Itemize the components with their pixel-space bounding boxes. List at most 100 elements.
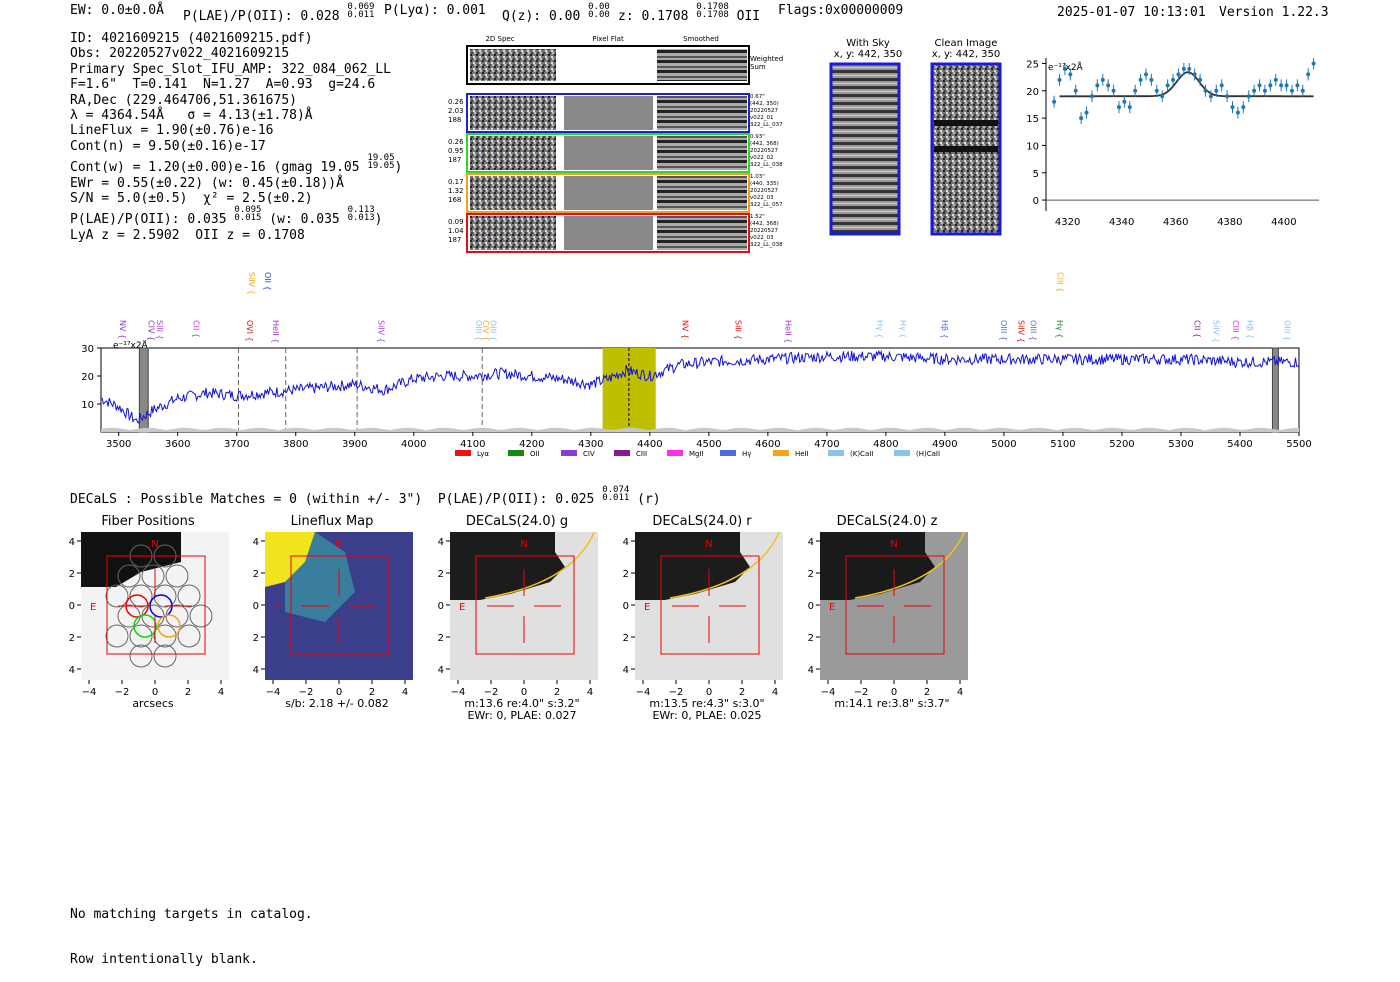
zoom-data-point [1084, 110, 1089, 115]
zoom-x-tick-label: 4320 [1055, 217, 1080, 228]
search-box [290, 555, 390, 655]
zoom-data-point [1138, 77, 1143, 82]
info-sn: S/N = 5.0(±0.5) χ² = 2.5(±0.2) [70, 191, 313, 207]
x-tick-label: −2 [115, 687, 130, 698]
zoom-data-point [1198, 77, 1203, 82]
zoom-data-point [1284, 83, 1289, 88]
y-tick-label: 0 [69, 601, 75, 612]
north-label: N [151, 539, 158, 550]
y-tick-label: 2 [69, 569, 75, 580]
zoom-fit-chart: 0 5 10 15 20 25 4320 4340 4360 4380 4400 e⁻¹⁷x2Å [1026, 58, 1319, 228]
emission-line-label: OII { [263, 272, 272, 291]
header-timestamp: 2025-01-07 10:13:01 [1057, 5, 1206, 20]
info-contn: Cont(n) = 9.50(±0.16)e-17 [70, 138, 266, 154]
zoom-data-point [1176, 72, 1181, 77]
fiber-circle [177, 624, 201, 648]
x-tick-label: 3500 [106, 439, 131, 450]
zoom-y-tick-label: 10 [1026, 141, 1039, 152]
emission-line-label: Hγ { [899, 320, 908, 338]
emission-line-label: SiII { [733, 320, 742, 340]
zoom-y-tick-label: 25 [1026, 59, 1039, 70]
panel-caption-2: EWr: 0, PLAE: 0.025 [652, 709, 762, 722]
aperture-ellipse [854, 532, 966, 599]
zoom-data-point [1192, 72, 1197, 77]
x-tick-label: 4 [587, 687, 593, 698]
error-floor [101, 427, 1299, 432]
fiber-circle [141, 564, 165, 588]
cutout-smooth-image [657, 176, 747, 210]
fiber-circle [129, 644, 153, 668]
fiber-circle [105, 624, 129, 648]
zoom-y-tick-label: 15 [1026, 114, 1039, 125]
x-tick-label: −2 [854, 687, 869, 698]
legend-label: HeII [795, 450, 809, 458]
north-label: N [890, 539, 897, 550]
x-tick-label: 4 [957, 687, 963, 698]
y-tick-label: 0 [253, 601, 259, 612]
legend-label: OII [530, 450, 540, 458]
panel-caption: m:14.1 re:3.8" s:3.7" [834, 697, 950, 710]
cutout-smooth-image [657, 96, 747, 130]
y-tick-label: 0 [808, 601, 814, 612]
x-tick-label: 5500 [1286, 439, 1311, 450]
x-tick-label: −2 [299, 687, 314, 698]
zoom-data-point [1181, 66, 1186, 71]
east-label: E [829, 602, 835, 613]
emission-line-label: SiIV { [1017, 320, 1026, 343]
zoom-data-point [1144, 72, 1149, 77]
zoom-data-point [1149, 77, 1154, 82]
zoom-data-point [1100, 77, 1105, 82]
x-tick-label: 4200 [519, 439, 544, 450]
weighted-sum-label: Weighted Sum [750, 55, 783, 71]
x-tick-label: −2 [669, 687, 684, 698]
aperture-ellipse [484, 532, 596, 599]
panel-title: DECaLS(24.0) g [465, 514, 569, 529]
legend-swatch [614, 450, 630, 456]
cutout-row-frame [466, 173, 750, 213]
legend-label: CIII [636, 450, 647, 458]
x-tick-label: −4 [266, 687, 281, 698]
zoom-data-point [1219, 83, 1224, 88]
y-tick-label: −2 [437, 633, 444, 644]
info-lambda: λ = 4364.54Å σ = 4.13(±1.78)Å [70, 108, 313, 124]
emission-line-label: CIII { [1231, 320, 1240, 340]
with-sky-image [829, 62, 901, 236]
y-tick-label: 4 [808, 537, 814, 548]
cutout-flat-image [564, 136, 653, 170]
x-tick-label: 2 [369, 687, 375, 698]
emission-line-label: SiIV { [1211, 320, 1220, 343]
zoom-data-point [1079, 116, 1084, 121]
zoom-data-point [1165, 83, 1170, 88]
x-tick-label: 5300 [1168, 439, 1193, 450]
x-tick-label: 3800 [283, 439, 308, 450]
aperture-ellipse [669, 532, 781, 599]
cutout-2d-image [470, 136, 556, 170]
info-block: ID: 4021609215 (4021609215.pdf) Obs: 202… [70, 31, 402, 243]
legend-swatch [773, 450, 789, 456]
emission-line-label: OIII { [1029, 320, 1038, 341]
x-tick-label: 4000 [401, 439, 426, 450]
search-box [475, 555, 575, 655]
x-tick-label: 5400 [1227, 439, 1252, 450]
zoom-y-tick-label: 20 [1026, 87, 1039, 98]
east-label: E [459, 602, 465, 613]
x-tick-label: 4 [218, 687, 224, 698]
x-tick-label: −4 [451, 687, 466, 698]
zoom-x-tick-label: 4380 [1217, 217, 1242, 228]
zoom-x-tick-label: 4340 [1109, 217, 1134, 228]
panel-image: N E −4 −2 0 2 4 4 2 0 −2 −4 [437, 532, 598, 698]
cutout-row-right-label: 1.52" (442, 368) 20220527 v022_03 322_LL_038 [750, 214, 783, 248]
y-tick-label: −2 [68, 633, 75, 644]
info-id: ID: 4021609215 (4021609215.pdf) [70, 31, 313, 46]
emission-line-label: CIV { [146, 320, 155, 341]
cutout-2d-image [470, 216, 556, 250]
x-tick-label: 0 [152, 687, 158, 698]
info-contw: Cont(w) = 1.20(±0.00)e-16 (gmag 19.05 19… [70, 153, 403, 176]
fiber-circle [177, 584, 201, 608]
header-plya: P(Lyα): 0.001 [384, 3, 486, 18]
north-label: N [335, 539, 342, 550]
masked-region [1271, 347, 1279, 433]
north-label: N [705, 539, 712, 550]
legend-swatch [561, 450, 577, 456]
flux-mid-region [285, 532, 355, 622]
